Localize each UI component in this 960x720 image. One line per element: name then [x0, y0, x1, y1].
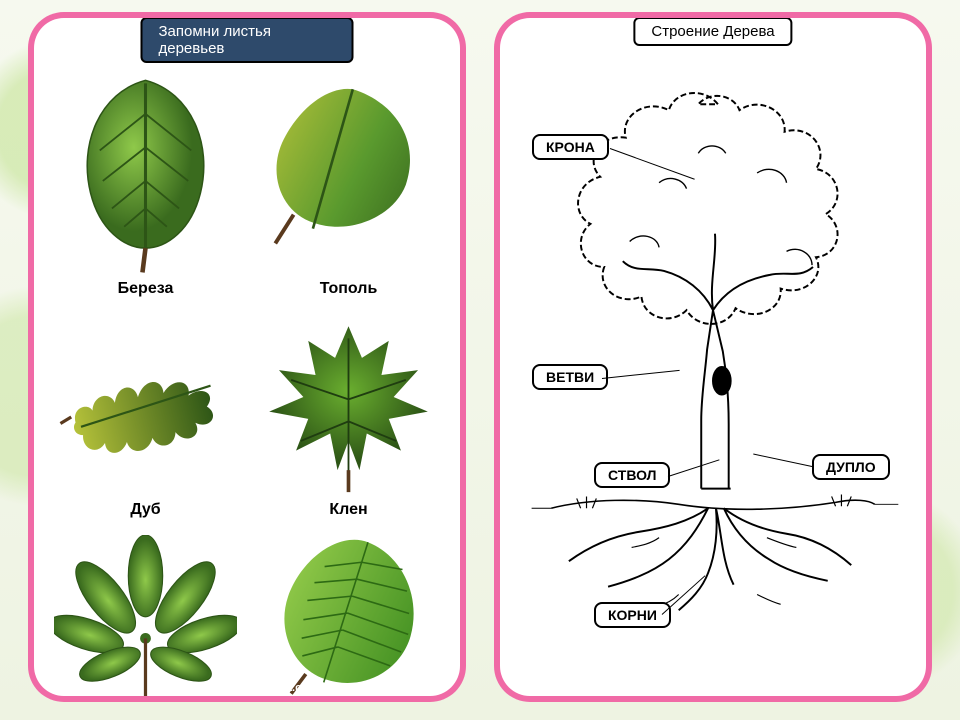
- leaf-cell-chestnut: Каштан: [54, 535, 237, 697]
- leaf-cell-elm: Вяз: [257, 535, 440, 697]
- leaf-label: Береза: [118, 280, 174, 298]
- leaf-cell-poplar: Тополь: [257, 62, 440, 308]
- tree-diagram: КРОНА ВЕТВИ СТВОЛ ДУПЛО КОРНИ: [512, 62, 914, 676]
- left-card: Запомни листья деревьев Береза: [28, 12, 466, 702]
- maple-leaf-icon: [257, 314, 440, 497]
- oak-leaf-icon: [54, 314, 237, 497]
- footer-url-right: www.RazvitieRebenka.com: [494, 682, 932, 694]
- chestnut-leaf-icon: [54, 535, 237, 697]
- poplar-leaf-icon: [257, 62, 440, 276]
- birch-leaf-icon: [54, 62, 237, 276]
- elm-leaf-icon: [257, 535, 440, 697]
- part-label-hollow: ДУПЛО: [812, 454, 890, 480]
- leaf-cell-oak: Дуб: [54, 314, 237, 529]
- right-card-title: Строение Дерева: [633, 18, 792, 46]
- leaf-cell-birch: Береза: [54, 62, 237, 308]
- part-label-roots: КОРНИ: [594, 602, 671, 628]
- part-label-branches: ВЕТВИ: [532, 364, 608, 390]
- part-label-trunk: СТВОЛ: [594, 462, 670, 488]
- leaf-grid: Береза Тополь: [54, 62, 440, 676]
- footer-url-left: www.RazvitieRebenka.com: [28, 682, 466, 694]
- leaf-label: Тополь: [320, 280, 378, 298]
- part-label-crown: КРОНА: [532, 134, 609, 160]
- leaf-label: Дуб: [130, 501, 160, 519]
- left-card-title: Запомни листья деревьев: [141, 18, 354, 63]
- left-card-inner: Запомни листья деревьев Береза: [34, 18, 460, 696]
- right-card: Строение Дерева: [494, 12, 932, 702]
- leaf-cell-maple: Клен: [257, 314, 440, 529]
- leaf-label: Клен: [329, 501, 367, 519]
- right-card-inner: Строение Дерева: [500, 18, 926, 696]
